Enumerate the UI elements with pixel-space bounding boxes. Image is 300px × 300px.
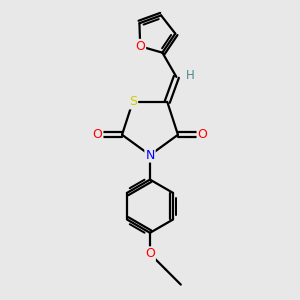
- Text: O: O: [197, 128, 207, 141]
- Text: S: S: [129, 95, 137, 108]
- Text: N: N: [145, 148, 155, 162]
- Text: O: O: [145, 247, 155, 260]
- Text: H: H: [186, 69, 195, 82]
- Text: O: O: [93, 128, 103, 141]
- Text: O: O: [135, 40, 145, 53]
